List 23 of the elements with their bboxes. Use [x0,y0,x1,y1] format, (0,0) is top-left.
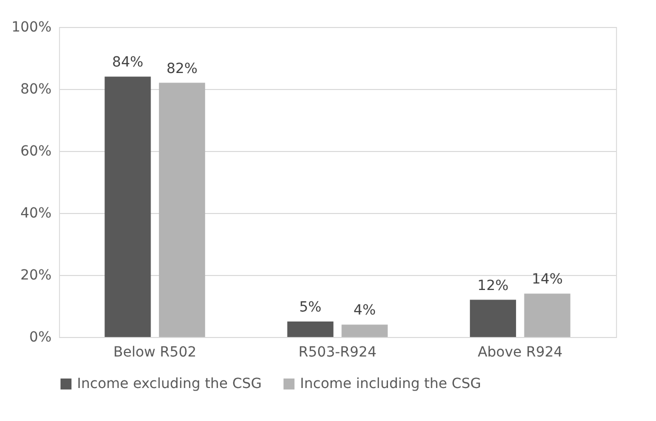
x-tick-label: Above R924 [478,344,563,360]
bar [524,294,570,337]
legend-label: Income including the CSG [300,376,482,392]
bar [158,82,206,337]
y-tick-label: 100% [11,20,52,36]
y-tick-label: 80% [20,82,52,98]
data-label: 5% [299,300,322,316]
data-label: 4% [354,302,376,319]
bar [287,322,334,337]
data-label: 84% [112,54,144,71]
x-tick-label: R503-R924 [298,344,377,360]
legend-label: Income excluding the CSG [77,376,262,392]
data-label: 14% [532,272,563,288]
data-label: 82% [166,60,198,77]
bar [470,300,516,337]
bar [342,324,388,337]
y-tick-label: 60% [20,144,52,160]
y-tick-label: 20% [20,268,52,284]
y-tick-label: 0% [29,330,52,346]
bar [104,76,151,337]
y-tick-label: 40% [20,206,52,222]
x-tick-label: Below R502 [113,344,196,360]
data-label: 12% [477,278,509,294]
